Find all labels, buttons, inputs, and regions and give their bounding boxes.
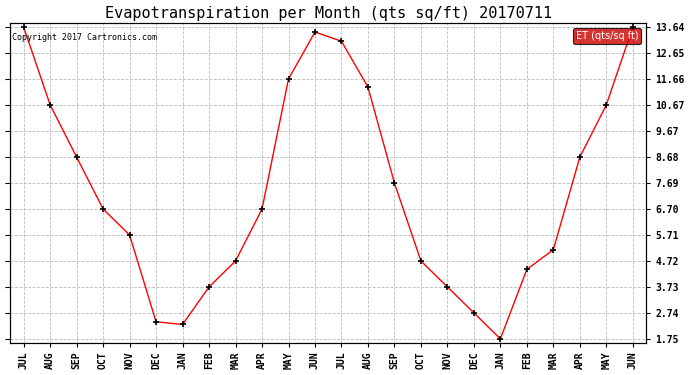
Text: Copyright 2017 Cartronics.com: Copyright 2017 Cartronics.com — [12, 33, 157, 42]
Legend: ET (qts/sq ft): ET (qts/sq ft) — [573, 28, 641, 44]
Title: Evapotranspiration per Month (qts sq/ft) 20170711: Evapotranspiration per Month (qts sq/ft)… — [105, 6, 552, 21]
